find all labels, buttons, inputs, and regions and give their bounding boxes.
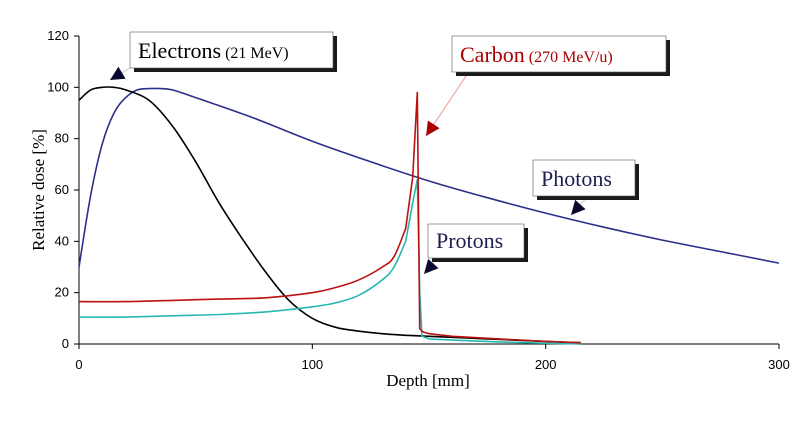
x-axis-title: Depth [mm]: [386, 371, 470, 390]
callout-arrowhead: [424, 258, 439, 274]
y-tick-label: 120: [47, 28, 69, 43]
callout-box: [451, 35, 667, 73]
callout-electrons: Electrons (21 MeV): [109, 31, 337, 81]
series-name: Protons: [436, 228, 503, 253]
annotations: Electrons (21 MeV) Carbon (270 MeV/u) Phot…: [109, 31, 670, 275]
callout-arrowhead: [571, 199, 586, 215]
series-energy: (21 MeV): [221, 45, 289, 62]
x-tick-label: 0: [75, 357, 82, 372]
series-line-carbon: [78, 91, 581, 344]
callout-box: [129, 31, 334, 69]
series-energy: (270 MeV/u): [525, 49, 613, 66]
y-axis-title: Relative dose [%]: [29, 129, 48, 251]
callout-box: [427, 223, 525, 259]
callout-arrowhead: [426, 120, 440, 136]
series-name: Electrons: [138, 38, 221, 63]
y-tick-label: 80: [55, 131, 69, 146]
series-layer: [78, 86, 780, 345]
series-line-protons: [78, 178, 581, 345]
y-tick-label: 20: [55, 285, 69, 300]
axes: 0 20 40 60 80 100 120 0 100 200 300: [47, 28, 790, 372]
callout-protons: Protons: [423, 223, 528, 275]
y-tick-label: 40: [55, 233, 69, 248]
x-tick-label: 200: [535, 357, 557, 372]
callout-box: [532, 159, 636, 197]
callout-photons: Photons: [532, 159, 639, 216]
callout-label-carbon: Carbon (270 MeV/u): [460, 42, 613, 67]
callout-carbon: Carbon (270 MeV/u): [425, 35, 670, 137]
series-name: Photons: [541, 166, 612, 191]
callout-label-protons: Protons: [436, 228, 503, 253]
y-tick-label: 0: [62, 336, 69, 351]
series-line-photons: [78, 87, 780, 268]
x-tick-label: 100: [301, 357, 323, 372]
series-name: Carbon: [460, 42, 525, 67]
y-tick-label: 100: [47, 79, 69, 94]
series-line-electrons: [78, 86, 581, 344]
y-tick-label: 60: [55, 182, 69, 197]
callout-label-electrons: Electrons (21 MeV): [138, 38, 289, 63]
callout-label-photons: Photons: [541, 166, 612, 191]
x-tick-label: 300: [768, 357, 790, 372]
callout-arrowhead: [110, 66, 126, 80]
